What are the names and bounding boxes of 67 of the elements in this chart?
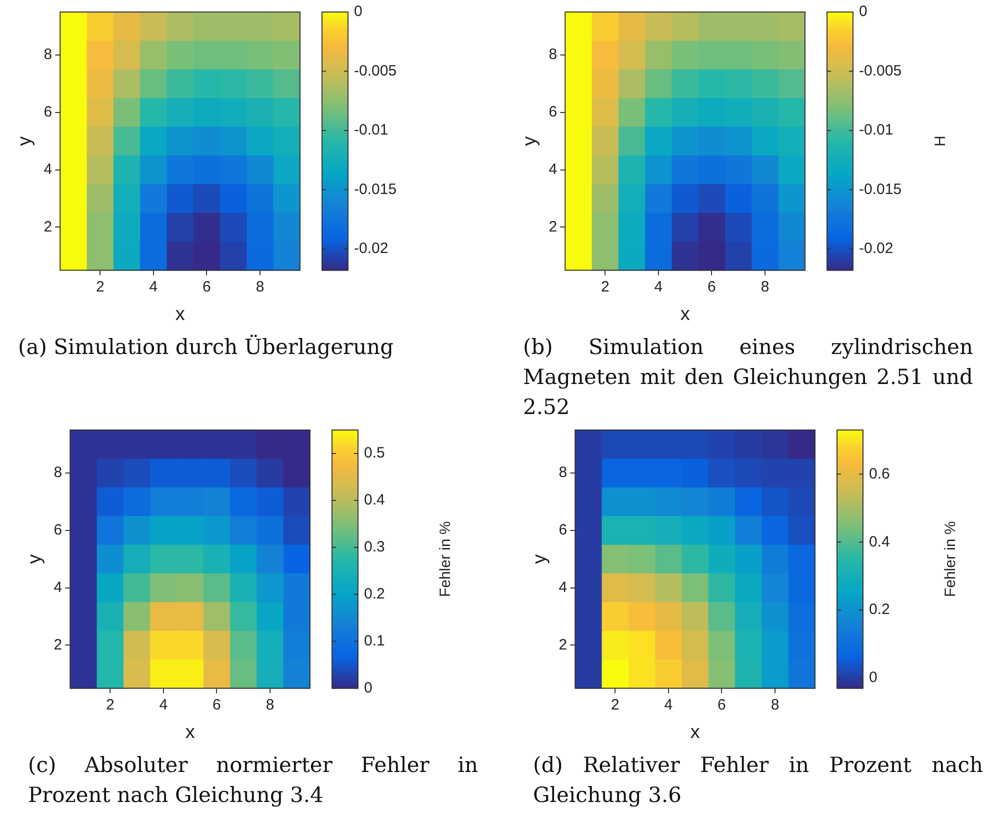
y-tick-label: 2 bbox=[44, 218, 52, 236]
y-tick-label: 8 bbox=[54, 464, 62, 482]
x-tick-label: 6 bbox=[202, 278, 211, 296]
color-bar-label: -0.02 bbox=[859, 240, 894, 258]
x-tick-label: 2 bbox=[610, 696, 620, 714]
y-tick-label: 6 bbox=[548, 104, 558, 121]
color-bar-label: 0.2 bbox=[364, 585, 385, 602]
y-axis-title: y bbox=[530, 554, 551, 564]
y-tick-label: 6 bbox=[44, 104, 52, 121]
y-tick-label: 2 bbox=[548, 218, 558, 236]
color-bar-label: 0.3 bbox=[364, 538, 385, 556]
y-tick-label: 6 bbox=[558, 522, 568, 539]
color-bar-label: 0.4 bbox=[869, 533, 890, 550]
text: (d) Relativer Fehler in Prozent nach Gleichung 3.6 bbox=[533, 752, 983, 809]
color-bar-label: -0.005 bbox=[859, 62, 902, 80]
color-bar-label: -0.015 bbox=[859, 180, 902, 198]
x-axis-title: x bbox=[680, 304, 690, 325]
color-bar-label: -0.015 bbox=[354, 180, 397, 198]
x-tick-label: 6 bbox=[212, 696, 221, 714]
y-tick-label: 8 bbox=[548, 46, 558, 64]
text: (b) Simulation eines zylindrischen Magneten mit den Gleichungen 2.51 und 2.52 bbox=[523, 334, 973, 421]
y-axis-title: y bbox=[24, 554, 46, 564]
color-bar-title: H bbox=[932, 136, 950, 147]
x-tick-label: 4 bbox=[654, 278, 663, 296]
color-bar-title: Fehler in % bbox=[942, 521, 960, 598]
color-bar-label: 0 bbox=[364, 679, 372, 696]
color-bar-label: 0.2 bbox=[869, 601, 890, 618]
color-bar-title: Fehler in % bbox=[437, 521, 454, 598]
x-axis-title: x bbox=[185, 722, 196, 743]
text: (c) Absoluter normierter Fehler in Prozent nach Gleichung 3.4 bbox=[28, 752, 478, 809]
color-bar-label: -0.005 bbox=[354, 62, 397, 80]
color-bar-label: 0 bbox=[354, 3, 362, 20]
color-bar-label: 0.6 bbox=[869, 465, 890, 482]
x-tick-label: 8 bbox=[256, 278, 264, 296]
color-bar-label: 0.4 bbox=[364, 492, 385, 509]
x-tick-label: 4 bbox=[664, 696, 673, 714]
y-tick-label: 4 bbox=[54, 578, 62, 596]
color-bar-label: 0 bbox=[859, 3, 868, 20]
y-axis-title: y bbox=[14, 136, 36, 146]
x-tick-label: 8 bbox=[770, 696, 780, 714]
color-bar-label: -0.01 bbox=[859, 122, 894, 139]
y-axis-title: y bbox=[520, 136, 541, 146]
x-tick-label: 6 bbox=[718, 696, 726, 714]
x-tick-label: 8 bbox=[266, 696, 274, 714]
x-tick-label: 4 bbox=[159, 696, 168, 714]
x-tick-label: 8 bbox=[760, 278, 770, 296]
color-bar-label: -0.01 bbox=[354, 122, 388, 139]
color-bar-label: 0.1 bbox=[364, 632, 385, 650]
y-tick-label: 4 bbox=[548, 160, 558, 178]
x-tick-label: 2 bbox=[96, 278, 104, 296]
y-tick-label: 8 bbox=[44, 46, 52, 64]
text: (a) Simulation durch Überlagerung bbox=[18, 334, 395, 361]
y-tick-label: 2 bbox=[558, 636, 568, 654]
color-bar-label: 0 bbox=[869, 669, 878, 686]
y-tick-label: 2 bbox=[54, 636, 62, 654]
x-tick-label: 2 bbox=[600, 278, 610, 296]
x-tick-label: 4 bbox=[149, 278, 158, 296]
color-bar-label: -0.02 bbox=[354, 240, 388, 258]
y-tick-label: 8 bbox=[558, 464, 568, 482]
y-tick-label: 6 bbox=[54, 522, 62, 539]
color-bar-label: 0.5 bbox=[364, 444, 385, 462]
y-tick-label: 4 bbox=[44, 160, 52, 178]
x-tick-label: 2 bbox=[106, 696, 114, 714]
x-axis-title: x bbox=[175, 304, 186, 325]
y-tick-label: 4 bbox=[558, 578, 568, 596]
x-tick-label: 6 bbox=[708, 278, 716, 296]
x-axis-title: x bbox=[690, 722, 700, 743]
